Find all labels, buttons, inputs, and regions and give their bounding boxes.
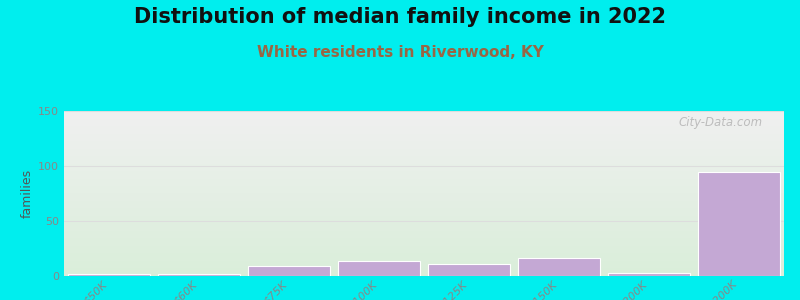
Text: Distribution of median family income in 2022: Distribution of median family income in … [134, 7, 666, 27]
Y-axis label: families: families [21, 169, 34, 218]
Bar [67, 274, 150, 276]
Bar [608, 273, 690, 276]
Bar [338, 261, 421, 276]
Bar [158, 274, 240, 276]
Bar [698, 172, 781, 276]
Bar [248, 266, 330, 276]
Text: City-Data.com: City-Data.com [678, 116, 762, 129]
Bar [518, 258, 600, 276]
Bar [428, 264, 510, 276]
Text: White residents in Riverwood, KY: White residents in Riverwood, KY [257, 45, 543, 60]
